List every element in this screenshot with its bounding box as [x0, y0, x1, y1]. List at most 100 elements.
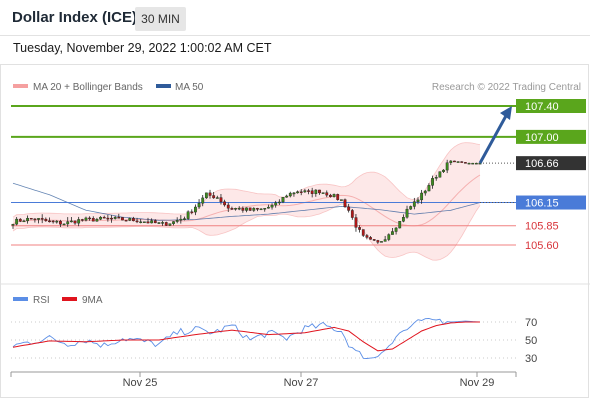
candle-body — [285, 195, 289, 198]
candle-body — [343, 199, 347, 208]
candle-body — [460, 161, 464, 163]
bollinger-band-area — [13, 142, 480, 261]
candle — [423, 189, 427, 196]
candle-body — [449, 160, 453, 163]
candle-body — [365, 235, 369, 238]
candle — [161, 220, 164, 226]
candle-body — [412, 201, 416, 207]
candle-body — [431, 178, 434, 186]
candle — [208, 189, 212, 199]
candle — [288, 191, 292, 198]
timeframe-button[interactable]: 30 MIN — [135, 7, 186, 31]
candle-body — [234, 208, 237, 210]
level-label-107.00: 107.00 — [525, 132, 559, 144]
ma20-legend-label: MA 20 + Bollinger Bands — [33, 82, 143, 93]
candle-body — [223, 201, 227, 206]
candle-body — [44, 218, 48, 222]
rsi-tick-label-30: 30 — [525, 353, 537, 365]
candle — [179, 215, 183, 224]
candle-body — [88, 217, 92, 220]
candle — [307, 188, 310, 195]
candle-body — [405, 208, 409, 218]
candle-body — [445, 162, 449, 171]
candle — [391, 228, 394, 235]
candle-body — [245, 207, 248, 211]
candle-body — [121, 217, 124, 221]
candle-body — [183, 218, 186, 220]
candle — [186, 210, 190, 221]
rsi-legend-label: RSI — [33, 295, 50, 306]
rsi-legend-swatch — [13, 297, 28, 301]
candle — [69, 217, 73, 223]
level-tag-107.40 — [516, 99, 586, 113]
candle — [142, 221, 146, 223]
candle-body — [179, 218, 183, 221]
candle-body — [358, 227, 362, 230]
candle-body — [266, 206, 270, 209]
ma20-legend-swatch — [13, 84, 28, 88]
candle-body — [77, 219, 81, 224]
candle — [329, 193, 332, 198]
level-label-106.66: 106.66 — [525, 158, 559, 170]
candle-body — [438, 171, 442, 178]
candle — [453, 160, 456, 163]
candle-body — [226, 204, 230, 209]
candle — [303, 188, 307, 193]
candle-body — [22, 220, 26, 223]
candle — [339, 199, 343, 201]
candle-body — [51, 220, 55, 223]
candle — [285, 194, 289, 198]
candle-body — [186, 211, 190, 219]
candle — [55, 219, 59, 224]
candle-body — [237, 207, 241, 210]
candle — [62, 223, 66, 226]
candle — [153, 219, 157, 224]
candle — [449, 160, 453, 166]
candle — [296, 190, 299, 194]
candle — [372, 239, 376, 242]
candle — [438, 171, 442, 178]
candle-body — [135, 220, 139, 223]
candle-body — [241, 207, 245, 211]
candle-body — [172, 221, 175, 224]
candle-body — [55, 220, 59, 223]
candle-body — [288, 192, 292, 197]
candle-body — [15, 218, 19, 225]
candle — [190, 209, 194, 215]
ma9-legend-label: 9MA — [82, 295, 103, 306]
candle — [445, 159, 449, 174]
candle — [464, 161, 467, 164]
candle-body — [131, 218, 135, 222]
candle-body — [314, 189, 318, 194]
level-label-105.85: 105.85 — [525, 221, 559, 233]
candle-body — [274, 202, 278, 206]
candle — [245, 207, 248, 213]
ma50-legend-swatch — [156, 84, 171, 88]
candle — [197, 199, 201, 209]
candle-body — [347, 206, 351, 211]
candle — [168, 223, 172, 227]
candle — [420, 189, 424, 204]
candle — [241, 206, 245, 213]
chart-header: Dollar Index (ICE) 30 MIN — [0, 0, 590, 36]
candle — [80, 218, 84, 222]
candle-body — [372, 239, 376, 241]
candle-body — [18, 218, 22, 222]
candle-body — [99, 216, 102, 220]
candle — [266, 204, 270, 209]
x-tick-label: Nov 25 — [123, 377, 158, 389]
candle-body — [150, 220, 154, 224]
candle-body — [252, 208, 256, 211]
rsi-tick-label-70: 70 — [525, 317, 537, 329]
candle — [431, 175, 434, 189]
x-tick-label: Nov 27 — [284, 377, 319, 389]
candle — [37, 218, 40, 224]
candle-body — [394, 227, 398, 232]
candle-body — [256, 208, 259, 210]
candle-body — [292, 192, 296, 195]
candle — [343, 198, 347, 208]
candle — [401, 214, 405, 223]
candle — [467, 162, 471, 165]
candle — [124, 219, 128, 222]
candle — [88, 216, 92, 221]
